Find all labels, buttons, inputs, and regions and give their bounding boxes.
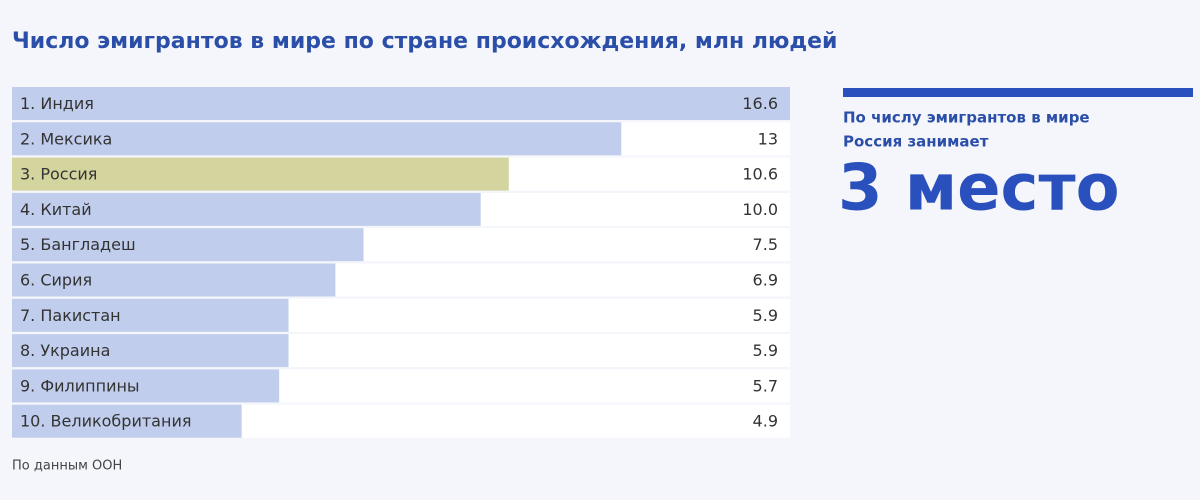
category-label: 8. Украина (20, 341, 110, 360)
value-label: 5.9 (753, 306, 778, 325)
bar (12, 228, 364, 262)
bar (12, 369, 280, 403)
bar (12, 87, 790, 120)
category-label: 10. Великобритания (20, 412, 191, 431)
bar (12, 263, 336, 297)
category-label: 7. Пакистан (20, 306, 121, 325)
accent-bar (843, 88, 1193, 97)
category-label: 1. Индия (20, 94, 94, 113)
bar (12, 404, 242, 438)
value-label: 5.7 (753, 376, 778, 395)
chart-title: Число эмигрантов в мире по стране происх… (12, 29, 837, 54)
value-label: 4.9 (753, 412, 778, 431)
value-label: 10.6 (742, 165, 778, 184)
big-text: 3 место (838, 152, 1120, 226)
category-label: 3. Россия (20, 165, 97, 184)
value-label: 10.0 (742, 200, 778, 219)
value-label: 7.5 (753, 235, 778, 254)
bar (12, 122, 622, 156)
category-label: 9. Филиппины (20, 376, 140, 395)
value-label: 13 (758, 129, 778, 148)
category-label: 5. Бангладеш (20, 235, 136, 254)
side-text: Россия занимает (843, 133, 989, 151)
value-label: 5.9 (753, 341, 778, 360)
value-label: 16.6 (742, 94, 778, 113)
bar (12, 334, 289, 368)
bar (12, 298, 289, 332)
bar (12, 192, 481, 226)
bar (12, 157, 509, 191)
value-label: 6.9 (753, 271, 778, 290)
category-label: 4. Китай (20, 200, 92, 219)
source: По данным ООН (12, 459, 122, 474)
category-label: 2. Мексика (20, 129, 112, 148)
category-label: 6. Сирия (20, 271, 92, 290)
side-text: По числу эмигрантов в мире (843, 109, 1090, 127)
